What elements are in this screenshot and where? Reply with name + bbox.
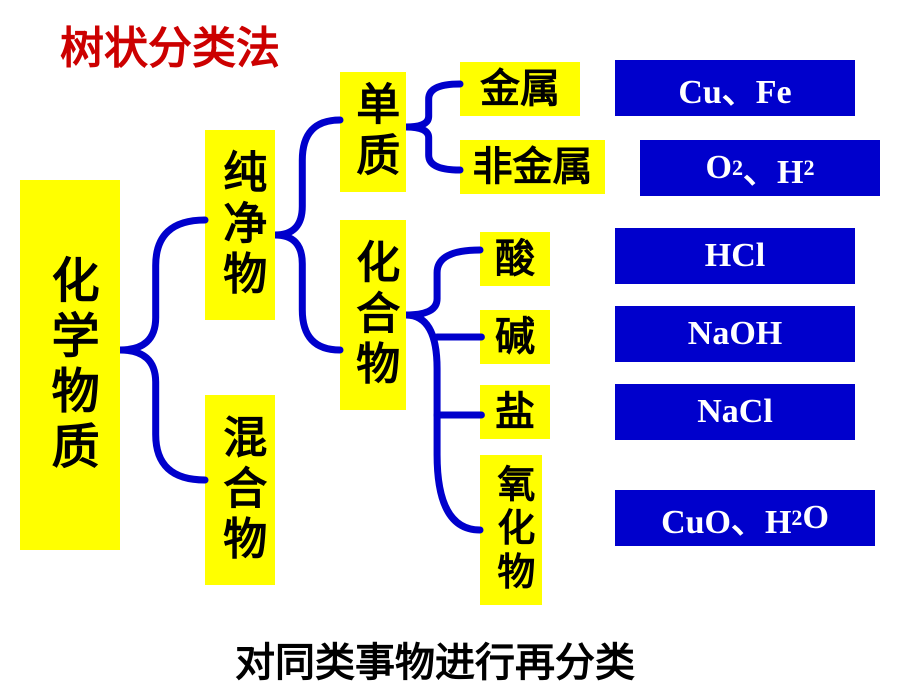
node-base: 碱 [480, 310, 550, 364]
node-compound: 化合物 [340, 220, 406, 410]
diagram-footer: 对同类事物进行再分类 [235, 630, 635, 688]
example-base: NaOH [615, 306, 855, 362]
node-root: 化学物质 [20, 180, 120, 550]
brace-tick [437, 408, 481, 422]
example-metal: Cu、Fe [615, 60, 855, 116]
node-metal: 金属 [460, 62, 580, 116]
brace-connector [275, 90, 340, 380]
brace-connector [120, 180, 205, 520]
example-oxide: CuO、H2O [615, 490, 875, 546]
node-pure: 纯净物 [205, 130, 275, 320]
brace-connector [406, 230, 480, 550]
node-acid: 酸 [480, 232, 550, 286]
node-salt: 盐 [480, 385, 550, 439]
example-acid: HCl [615, 228, 855, 284]
node-nonmetal: 非金属 [460, 140, 605, 194]
example-nonmetal: O2、H2 [640, 140, 880, 196]
node-element: 单质 [340, 72, 406, 192]
example-salt: NaCl [615, 384, 855, 440]
brace-connector [406, 62, 460, 192]
node-mixture: 混合物 [205, 395, 275, 585]
node-oxide: 氧化物 [480, 455, 542, 605]
brace-tick [437, 330, 481, 344]
diagram-title: 树状分类法 [60, 12, 280, 76]
